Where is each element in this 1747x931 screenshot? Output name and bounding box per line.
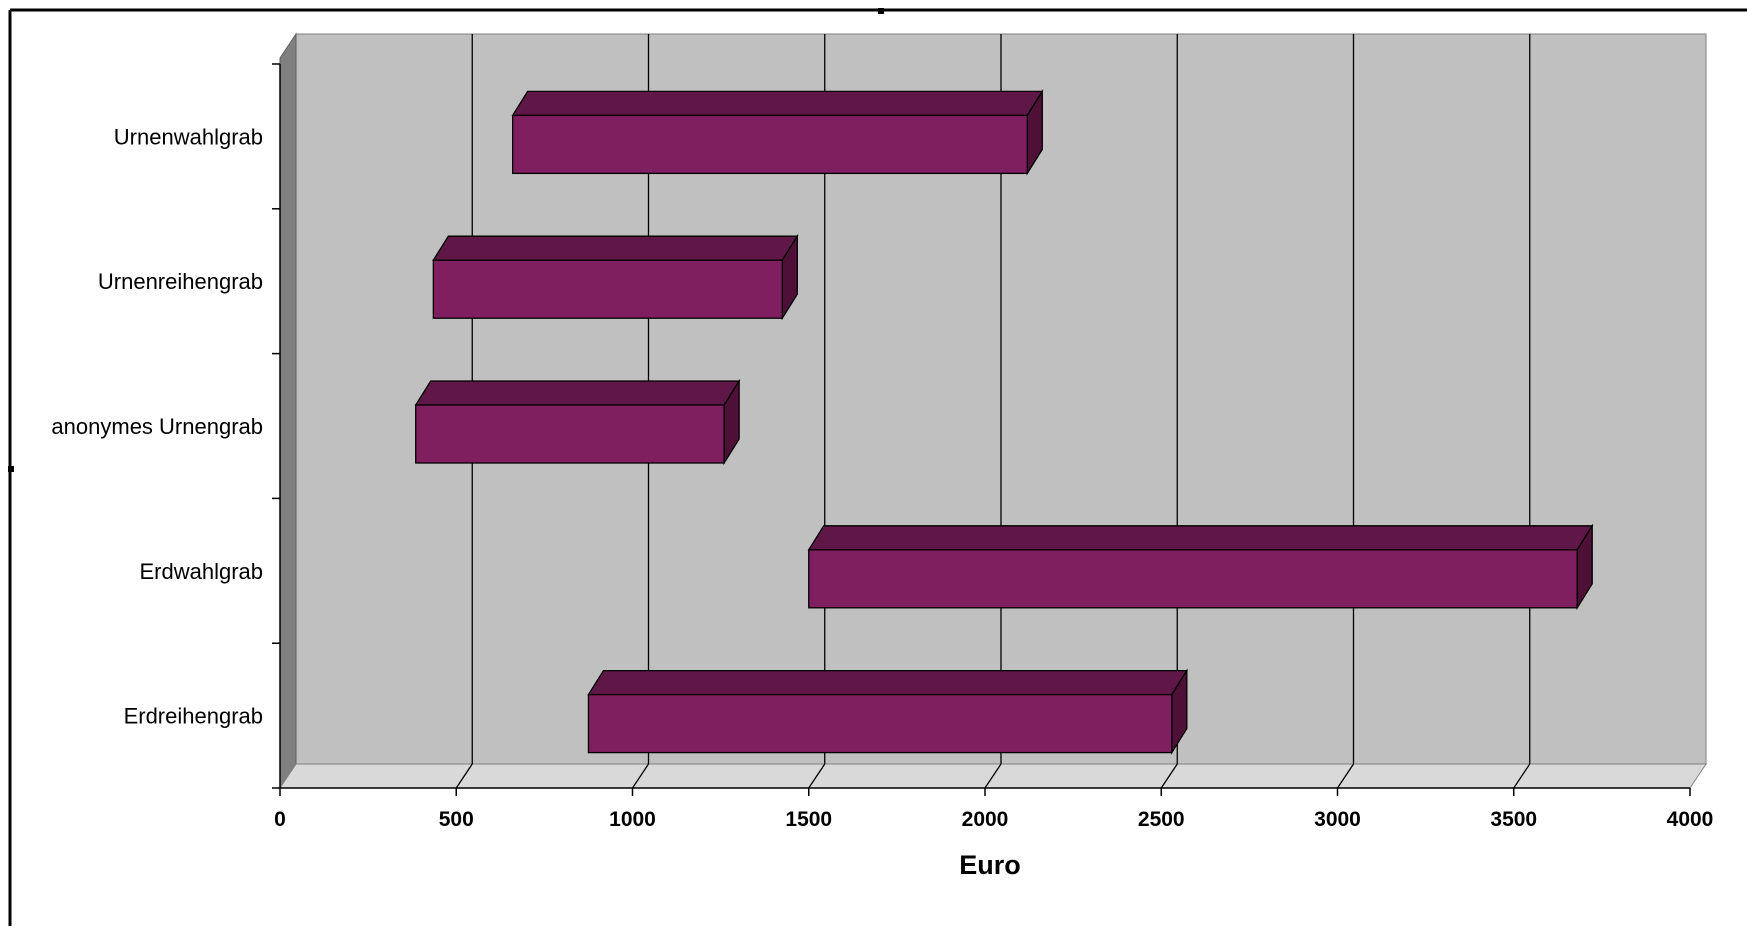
category-label: anonymes Urnengrab xyxy=(51,414,263,439)
bar xyxy=(587,668,1188,755)
bar xyxy=(432,233,799,321)
x-tick-label: 3000 xyxy=(1314,808,1361,831)
axes xyxy=(272,63,1691,796)
x-tick-label: 3500 xyxy=(1490,808,1537,831)
selection-handle-left xyxy=(8,466,14,472)
category-label: Urnenwahlgrab xyxy=(114,124,263,149)
bar-top xyxy=(414,380,741,406)
bar-top xyxy=(587,669,1188,696)
x-tick-label: 1000 xyxy=(609,808,656,831)
gridline-floor xyxy=(808,763,826,789)
category-label: Erdwahlgrab xyxy=(139,559,263,584)
bar xyxy=(511,89,1044,176)
bar-front xyxy=(587,693,1173,754)
x-tick-label: 500 xyxy=(439,808,474,831)
bar-front xyxy=(432,259,783,319)
category-label: Erdreihengrab xyxy=(124,704,263,729)
bars xyxy=(414,89,1594,755)
labels: 0 500 1000 1500 2000 2500 3000 3500 4000 Urnenwah… xyxy=(51,124,1713,831)
bar xyxy=(414,378,741,466)
gridline-floor xyxy=(1513,763,1531,789)
category-label: Urnenreihengrab xyxy=(98,269,263,294)
x-axis-title: Euro xyxy=(959,850,1021,880)
side-wall xyxy=(279,32,297,790)
x-tick-label: 2500 xyxy=(1138,808,1185,831)
bar-front xyxy=(808,549,1578,609)
bar xyxy=(807,523,1594,611)
gridline-floor xyxy=(1336,763,1355,789)
selection-handle-top xyxy=(878,8,884,14)
bar-front xyxy=(512,114,1028,175)
x-tick-label: 1500 xyxy=(785,808,832,831)
gridline-floor xyxy=(631,763,650,789)
x-tick-label: 2000 xyxy=(962,808,1009,831)
bar-front xyxy=(415,404,725,464)
chart-frame xyxy=(8,8,1747,926)
x-tick-label: 0 xyxy=(274,808,286,831)
gridline-floor xyxy=(1160,763,1178,789)
bar-top xyxy=(511,90,1044,117)
bar-top xyxy=(807,525,1594,551)
x-tick-label: 4000 xyxy=(1667,808,1714,831)
gridline-floor xyxy=(455,763,473,789)
gridline-floor xyxy=(984,763,1002,789)
bar-top xyxy=(432,235,799,261)
